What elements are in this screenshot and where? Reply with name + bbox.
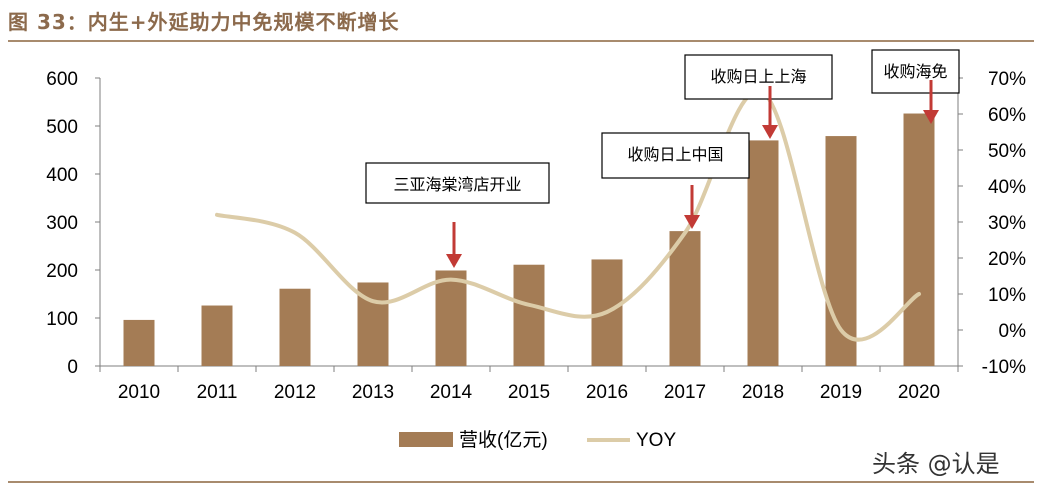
- left-axis-tick-label: 0: [67, 357, 78, 378]
- left-axis-tick-label: 600: [46, 69, 78, 90]
- annotation-box: [365, 162, 550, 204]
- revenue-bar: [123, 319, 155, 366]
- right-axis-tick-label: 30%: [988, 213, 1026, 234]
- x-axis-tick-label: 2020: [898, 382, 940, 403]
- x-axis-tick-label: 2017: [664, 382, 706, 403]
- annotation-arrow-head: [684, 215, 700, 229]
- axes: 0 100 200 300 400 500 600 -10% 0% 10% 20% 30% 40% 50%…: [46, 69, 1026, 403]
- annotation-arrow-head: [446, 254, 462, 268]
- right-axis-tick-label: 20%: [988, 249, 1026, 270]
- revenue-bar: [435, 270, 467, 366]
- left-axis-tick-label: 400: [46, 165, 78, 186]
- annotation-arrow-head: [762, 125, 778, 139]
- legend-label-revenue: 营收(亿元): [459, 429, 548, 451]
- annotations: 三亚海棠湾店开业 收购日上中国 收购日上上海 收购海免: [365, 49, 960, 268]
- x-axis-tick-label: 2015: [508, 382, 550, 403]
- bars: [123, 113, 935, 367]
- right-axis-tick-label: 50%: [988, 141, 1026, 162]
- x-axis-tick-label: 2018: [742, 382, 784, 403]
- revenue-bar: [747, 140, 779, 366]
- chart-title: 图 33：内生+外延助力中免规模不断增长: [8, 10, 400, 34]
- legend: 营收(亿元) YOY: [399, 429, 676, 451]
- right-axis-tick-label: -10%: [982, 357, 1026, 378]
- revenue-bar: [201, 305, 233, 366]
- x-axis-tick-label: 2014: [430, 382, 473, 403]
- x-axis-tick-label: 2013: [352, 382, 394, 403]
- right-axis-tick-label: 70%: [988, 69, 1026, 90]
- annotation-arrow-head: [923, 110, 939, 124]
- revenue-bar: [279, 288, 311, 366]
- x-axis-tick-label: 2010: [118, 382, 160, 403]
- annotation-box: [871, 49, 960, 94]
- legend-swatch-revenue: [399, 432, 453, 447]
- annotation-label: 收购海免: [883, 63, 947, 81]
- left-axis-tick-label: 200: [46, 261, 78, 282]
- left-axis-tick-label: 500: [46, 117, 78, 138]
- right-axis-tick-label: 10%: [988, 285, 1026, 306]
- annotation-label: 收购日上中国: [627, 146, 723, 164]
- annotation-label: 三亚海棠湾店开业: [393, 176, 521, 194]
- revenue-bar: [513, 264, 545, 366]
- annotation-box: [601, 132, 750, 179]
- right-axis-tick-label: 60%: [988, 105, 1026, 126]
- watermark: 头条 @认是: [872, 450, 1000, 478]
- revenue-bar: [669, 231, 701, 366]
- annotation-box: [684, 54, 833, 100]
- left-axis-tick-label: 300: [46, 213, 78, 234]
- annotation-label: 收购日上上海: [710, 68, 806, 86]
- legend-label-yoy: YOY: [636, 430, 676, 451]
- bottom-divider: [8, 481, 1034, 483]
- revenue-bar: [903, 113, 935, 367]
- yoy-line-path: [215, 88, 921, 342]
- x-axis-tick-label: 2011: [197, 382, 238, 403]
- right-axis-tick-label: 40%: [988, 177, 1026, 198]
- right-axis-tick-label: 0%: [999, 321, 1027, 342]
- x-axis-tick-label: 2019: [820, 382, 862, 403]
- title-divider: [8, 40, 1034, 42]
- x-axis-tick-label: 2016: [586, 382, 628, 403]
- left-axis-tick-label: 100: [46, 309, 78, 330]
- yoy-line: [215, 88, 921, 342]
- x-axis-tick-label: 2012: [274, 382, 316, 403]
